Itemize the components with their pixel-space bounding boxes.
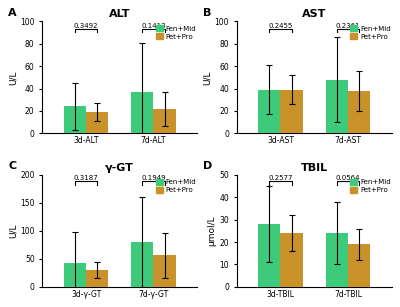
Y-axis label: U/L: U/L (203, 70, 212, 84)
Text: 0.2455: 0.2455 (268, 22, 293, 29)
Title: ALT: ALT (109, 9, 130, 19)
Bar (348, 91, 370, 133)
Bar (326, 80, 348, 133)
Bar (154, 255, 176, 287)
Bar (280, 90, 303, 133)
Text: 0.1949: 0.1949 (141, 175, 166, 181)
Y-axis label: U/L: U/L (8, 223, 17, 238)
Bar (131, 242, 154, 287)
Text: B: B (203, 8, 211, 18)
Text: 0.3187: 0.3187 (74, 175, 98, 181)
Bar (154, 109, 176, 133)
Bar (64, 263, 86, 287)
Legend: Fen+Mid, Pet+Pro: Fen+Mid, Pet+Pro (155, 178, 197, 194)
Bar (280, 233, 303, 287)
Legend: Fen+Mid, Pet+Pro: Fen+Mid, Pet+Pro (350, 178, 391, 194)
Legend: Fen+Mid, Pet+Pro: Fen+Mid, Pet+Pro (155, 25, 197, 41)
Title: TBIL: TBIL (301, 163, 328, 173)
Text: 0.2577: 0.2577 (268, 175, 293, 181)
Text: 0.1413: 0.1413 (141, 22, 166, 29)
Legend: Fen+Mid, Pet+Pro: Fen+Mid, Pet+Pro (350, 25, 391, 41)
Bar (258, 90, 280, 133)
Text: 0.0564: 0.0564 (336, 175, 360, 181)
Y-axis label: μmol/L: μmol/L (208, 216, 216, 246)
Bar (326, 233, 348, 287)
Title: AST: AST (302, 9, 326, 19)
Bar (131, 92, 154, 133)
Bar (64, 107, 86, 133)
Bar (348, 244, 370, 287)
Title: γ-GT: γ-GT (105, 163, 134, 173)
Bar (86, 270, 108, 287)
Bar (86, 112, 108, 133)
Text: D: D (203, 161, 212, 171)
Text: C: C (8, 161, 16, 171)
Bar (258, 224, 280, 287)
Text: 0.2361: 0.2361 (336, 22, 360, 29)
Text: A: A (8, 8, 17, 18)
Text: 0.3492: 0.3492 (74, 22, 98, 29)
Y-axis label: U/L: U/L (8, 70, 17, 84)
